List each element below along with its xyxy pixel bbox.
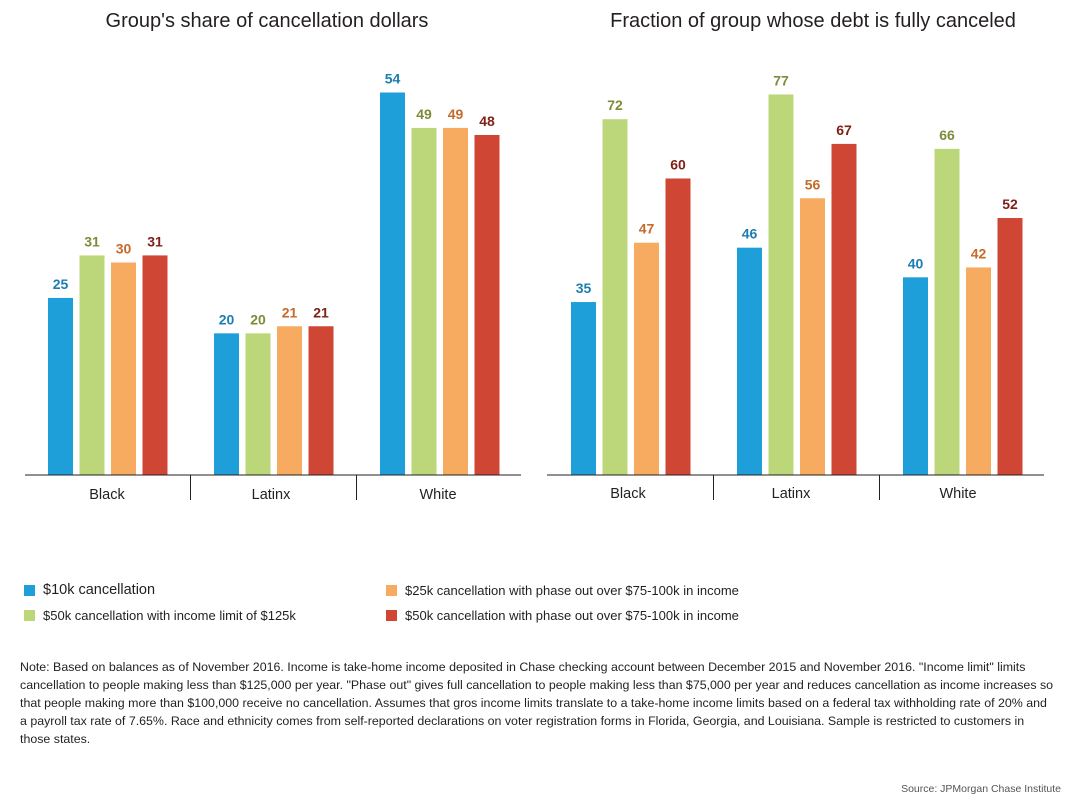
source-credit: Source: JPMorgan Chase Institute	[901, 783, 1061, 795]
value-label-black-series-3: 47	[639, 221, 655, 237]
value-label-latinx-series-1: 20	[219, 311, 235, 327]
legend-label: $50k cancellation with phase out over $7…	[405, 608, 739, 623]
bar-white-series-2	[411, 127, 437, 476]
value-label-white-series-4: 52	[1002, 196, 1018, 212]
legend-label: $50k cancellation with income limit of $…	[43, 608, 296, 623]
bar-latinx-series-3	[277, 326, 302, 475]
bar-white-series-3	[966, 267, 991, 475]
chart-title-share: Group's share of cancellation dollars	[106, 10, 429, 32]
bar-black-series-2	[79, 255, 105, 475]
value-label-black-series-2: 72	[607, 97, 623, 113]
legend-swatch	[24, 584, 35, 596]
bar-latinx-series-1	[214, 333, 239, 475]
bar-black-series-2	[602, 119, 628, 476]
bar-latinx-series-1	[737, 247, 762, 475]
bars-fully-canceled	[571, 94, 1023, 476]
chart-title-fully-canceled: Fraction of group whose debt is fully ca…	[610, 10, 1016, 32]
chart-share-of-dollars: Group's share of cancellation dollars 25…	[25, 10, 521, 503]
value-label-white-series-1: 40	[908, 255, 924, 271]
legend-item-50k-limit: $50k cancellation with income limit of $…	[24, 608, 296, 623]
bar-white-series-4	[474, 135, 500, 475]
chart-fully-canceled: Fraction of group whose debt is fully ca…	[547, 10, 1044, 502]
value-label-latinx-series-4: 67	[836, 122, 852, 138]
bar-latinx-series-2	[245, 333, 271, 475]
category-label-black: Black	[89, 487, 125, 503]
value-label-latinx-series-2: 77	[773, 72, 789, 88]
bar-latinx-series-3	[800, 198, 825, 476]
bar-latinx-series-4	[308, 326, 334, 475]
value-label-black-series-4: 60	[670, 156, 686, 172]
category-label-black: Black	[610, 486, 646, 502]
legend-item-50k-phase: $50k cancellation with phase out over $7…	[386, 608, 739, 623]
value-label-white-series-3: 49	[448, 106, 464, 122]
category-label-latinx: Latinx	[252, 487, 291, 503]
value-label-latinx-series-4: 21	[313, 304, 329, 320]
bar-black-series-3	[634, 242, 659, 475]
value-label-black-series-1: 35	[576, 280, 592, 296]
bar-white-series-1	[903, 277, 928, 475]
category-label-white: White	[939, 486, 976, 502]
value-label-black-series-3: 30	[116, 241, 132, 257]
value-label-white-series-1: 54	[385, 71, 401, 87]
legend-label: $10k cancellation	[43, 582, 156, 598]
value-label-black-series-1: 25	[53, 276, 69, 292]
legend-label: $25k cancellation with phase out over $7…	[405, 583, 739, 598]
bar-white-series-2	[934, 148, 960, 475]
bar-white-series-3	[443, 127, 468, 476]
legend-swatch	[386, 610, 397, 621]
bars-share	[48, 92, 500, 476]
bar-latinx-series-4	[831, 143, 857, 475]
value-labels-fully-canceled: 35 72 47 60 46 77 56 67 40 66 42 52	[576, 72, 1018, 296]
legend-item-10k: $10k cancellation	[24, 582, 155, 598]
value-label-white-series-2: 49	[416, 106, 432, 122]
value-label-latinx-series-2: 20	[250, 311, 266, 327]
bar-white-series-4	[997, 218, 1023, 475]
value-label-black-series-4: 31	[147, 233, 163, 249]
charts-area: Group's share of cancellation dollars 25…	[25, 10, 1044, 503]
bar-black-series-1	[571, 302, 596, 475]
value-label-white-series-4: 48	[479, 113, 495, 129]
bar-white-series-1	[380, 92, 405, 475]
value-label-white-series-2: 66	[939, 127, 955, 143]
value-label-black-series-2: 31	[84, 233, 100, 249]
category-label-latinx: Latinx	[772, 486, 811, 502]
value-label-white-series-3: 42	[971, 245, 987, 261]
value-label-latinx-series-3: 56	[805, 176, 821, 192]
bar-black-series-1	[48, 297, 73, 475]
bar-black-series-4	[142, 255, 168, 475]
value-label-latinx-series-1: 46	[742, 226, 758, 242]
legend: $10k cancellation $50k cancellation with…	[24, 580, 784, 630]
legend-item-25k-phase: $25k cancellation with phase out over $7…	[386, 583, 739, 598]
value-label-latinx-series-3: 21	[282, 304, 298, 320]
legend-swatch	[386, 585, 397, 596]
bar-black-series-3	[111, 262, 136, 475]
category-label-white: White	[419, 487, 456, 503]
footnote: Note: Based on balances as of November 2…	[20, 660, 1054, 746]
bar-latinx-series-2	[768, 94, 794, 475]
value-labels-share: 25 31 30 31 20 20 21 21 54 49 49 48	[53, 71, 495, 328]
bar-black-series-4	[665, 178, 691, 475]
legend-swatch	[24, 610, 35, 621]
